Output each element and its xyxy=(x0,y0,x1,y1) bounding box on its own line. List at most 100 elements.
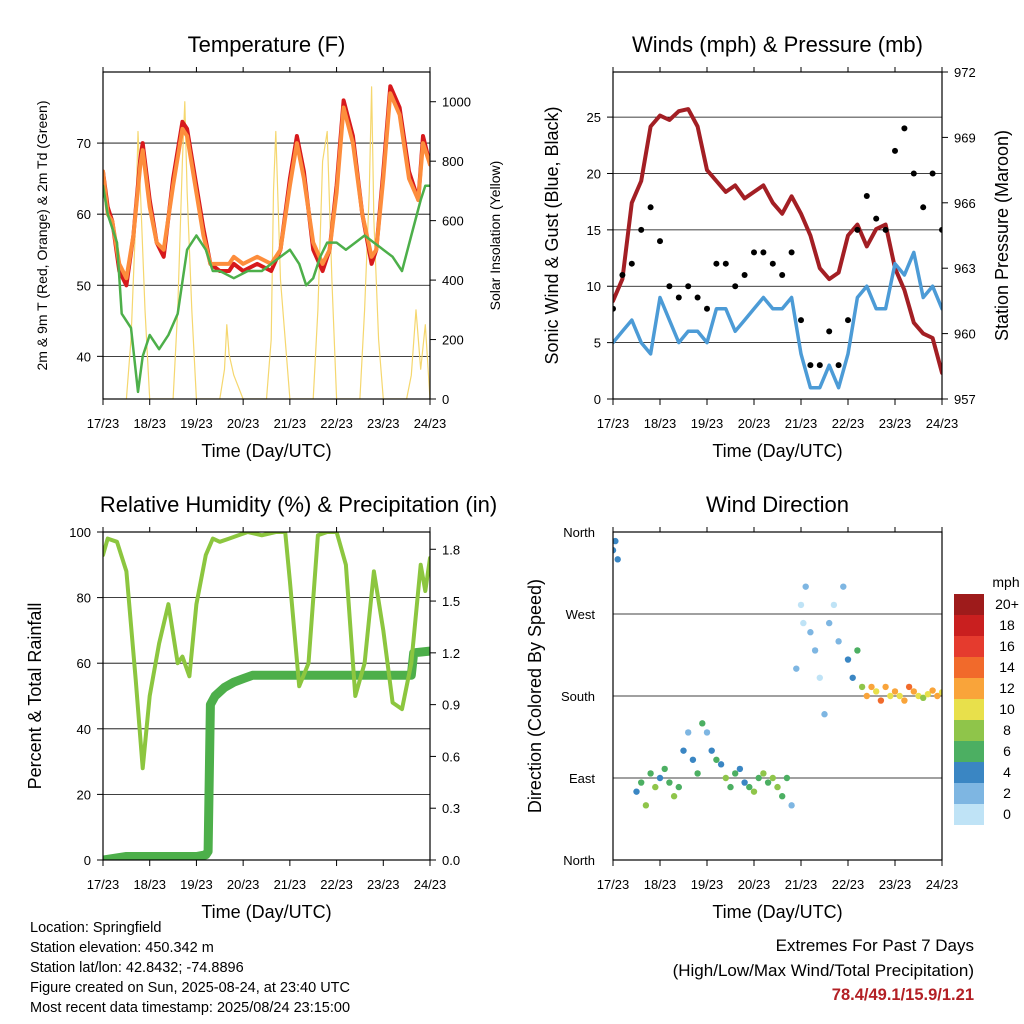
plot-frame xyxy=(102,71,431,400)
panel-title: Winds (mph) & Pressure (mb) xyxy=(632,32,923,57)
gust-point xyxy=(939,226,942,233)
direction-point xyxy=(802,583,809,590)
direction-point xyxy=(708,747,715,754)
gust-point xyxy=(732,283,739,290)
colorbar-swatch xyxy=(954,657,984,678)
colorbar-swatch xyxy=(954,699,984,720)
direction-point xyxy=(680,747,687,754)
colorbar-label: 6 xyxy=(1003,743,1011,759)
direction-point xyxy=(769,774,776,782)
x-tick-label: 24/23 xyxy=(414,416,447,431)
gust-point xyxy=(929,170,936,177)
y-tick-label: 0 xyxy=(84,853,91,868)
direction-point xyxy=(656,774,664,782)
colorbar-swatch xyxy=(954,741,984,762)
y-tick-label: West xyxy=(566,607,596,622)
colorbar-label: 0 xyxy=(1003,806,1011,822)
plot-area xyxy=(613,537,942,809)
y-axis-label: Sonic Wind & Gust (Blue, Black) xyxy=(542,106,562,364)
x-tick-label: 18/23 xyxy=(133,416,166,431)
direction-point xyxy=(929,687,936,694)
direction-point xyxy=(750,788,758,795)
direction-point xyxy=(614,556,621,563)
y-right-tick-label: 966 xyxy=(954,196,976,211)
y-right-tick-label: 969 xyxy=(954,130,976,145)
gust-point xyxy=(826,328,833,335)
x-tick-label: 17/23 xyxy=(87,877,120,892)
extremes-subtitle: (High/Low/Max Wind/Total Precipitation) xyxy=(672,961,974,980)
direction-point xyxy=(689,756,697,763)
x-tick-label: 21/23 xyxy=(274,877,307,892)
y-tick-label: North xyxy=(563,525,595,540)
direction-point xyxy=(741,779,748,786)
x-tick-label: 20/23 xyxy=(227,416,260,431)
plot-frame xyxy=(612,71,943,400)
direction-point xyxy=(675,783,682,791)
direction-point xyxy=(764,779,772,786)
direction-point xyxy=(863,692,870,700)
gust-point xyxy=(713,260,720,267)
direction-point xyxy=(736,765,744,773)
series-9m-t xyxy=(103,91,430,281)
y-tick-label: 70 xyxy=(77,136,91,151)
colorbar-swatch xyxy=(954,720,984,741)
x-tick-label: 20/23 xyxy=(227,877,260,892)
gust-point xyxy=(835,362,842,369)
y-right-tick-label: 600 xyxy=(442,214,464,229)
gust-point xyxy=(807,362,814,369)
series-relative-humidity xyxy=(103,532,430,771)
y-right-tick-label: 800 xyxy=(442,154,464,169)
direction-point xyxy=(840,583,847,590)
y-tick-label: 60 xyxy=(77,207,91,222)
x-tick-label: 21/23 xyxy=(785,416,818,431)
x-tick-label: 19/23 xyxy=(180,416,213,431)
gust-point xyxy=(628,260,635,267)
direction-point xyxy=(722,774,729,782)
direction-point xyxy=(699,720,706,727)
direction-point xyxy=(800,619,807,627)
station-info: Location: Springfield Station elevation:… xyxy=(30,918,350,1018)
y-tick-label: 50 xyxy=(77,278,91,293)
panel-4: Wind DirectionNorthEastSouthWestNorth17/… xyxy=(525,492,1020,922)
direction-point xyxy=(830,601,838,609)
y-right-tick-label: 1.8 xyxy=(442,542,460,557)
y-axis-label: Direction (Colored By Speed) xyxy=(525,579,545,813)
x-tick-label: 24/23 xyxy=(926,416,959,431)
direction-point xyxy=(703,729,711,736)
gust-point xyxy=(910,170,917,177)
direction-point xyxy=(670,793,678,800)
station-elevation: Station elevation: 450.342 m xyxy=(30,940,214,956)
direction-point xyxy=(905,683,913,691)
direction-point xyxy=(732,770,739,777)
x-axis-label: Time (Day/UTC) xyxy=(201,902,331,922)
x-tick-label: 24/23 xyxy=(414,877,447,892)
colorbar-swatch xyxy=(954,678,984,699)
y-right-axis-label: Solar Insolation (Yellow) xyxy=(487,161,503,311)
series-2m-td xyxy=(103,184,430,394)
direction-point xyxy=(661,765,668,773)
x-tick-label: 20/23 xyxy=(738,877,771,892)
direction-point xyxy=(882,683,889,691)
x-tick-label: 22/23 xyxy=(832,416,865,431)
y-tick-label: 60 xyxy=(77,656,91,671)
gust-point xyxy=(666,283,673,290)
gust-point xyxy=(788,249,795,256)
plot-area xyxy=(103,532,430,860)
y-right-tick-label: 200 xyxy=(442,333,464,348)
gust-point xyxy=(863,193,870,200)
x-tick-label: 19/23 xyxy=(691,416,724,431)
y-right-tick-label: 0 xyxy=(442,392,449,407)
colorbar-swatch xyxy=(954,804,984,825)
gust-point xyxy=(613,305,616,312)
direction-point xyxy=(713,756,720,763)
y-tick-label: 100 xyxy=(69,525,91,540)
direction-point xyxy=(717,761,725,768)
direction-point xyxy=(727,783,734,791)
recent-timestamp: Most recent data timestamp: 2025/08/24 2… xyxy=(30,1000,351,1016)
direction-point xyxy=(887,692,894,700)
y-right-tick-label: 400 xyxy=(442,273,464,288)
panel-title: Relative Humidity (%) & Precipitation (i… xyxy=(100,492,497,517)
x-tick-label: 24/23 xyxy=(926,877,959,892)
x-tick-label: 23/23 xyxy=(367,877,400,892)
direction-point xyxy=(844,656,852,663)
